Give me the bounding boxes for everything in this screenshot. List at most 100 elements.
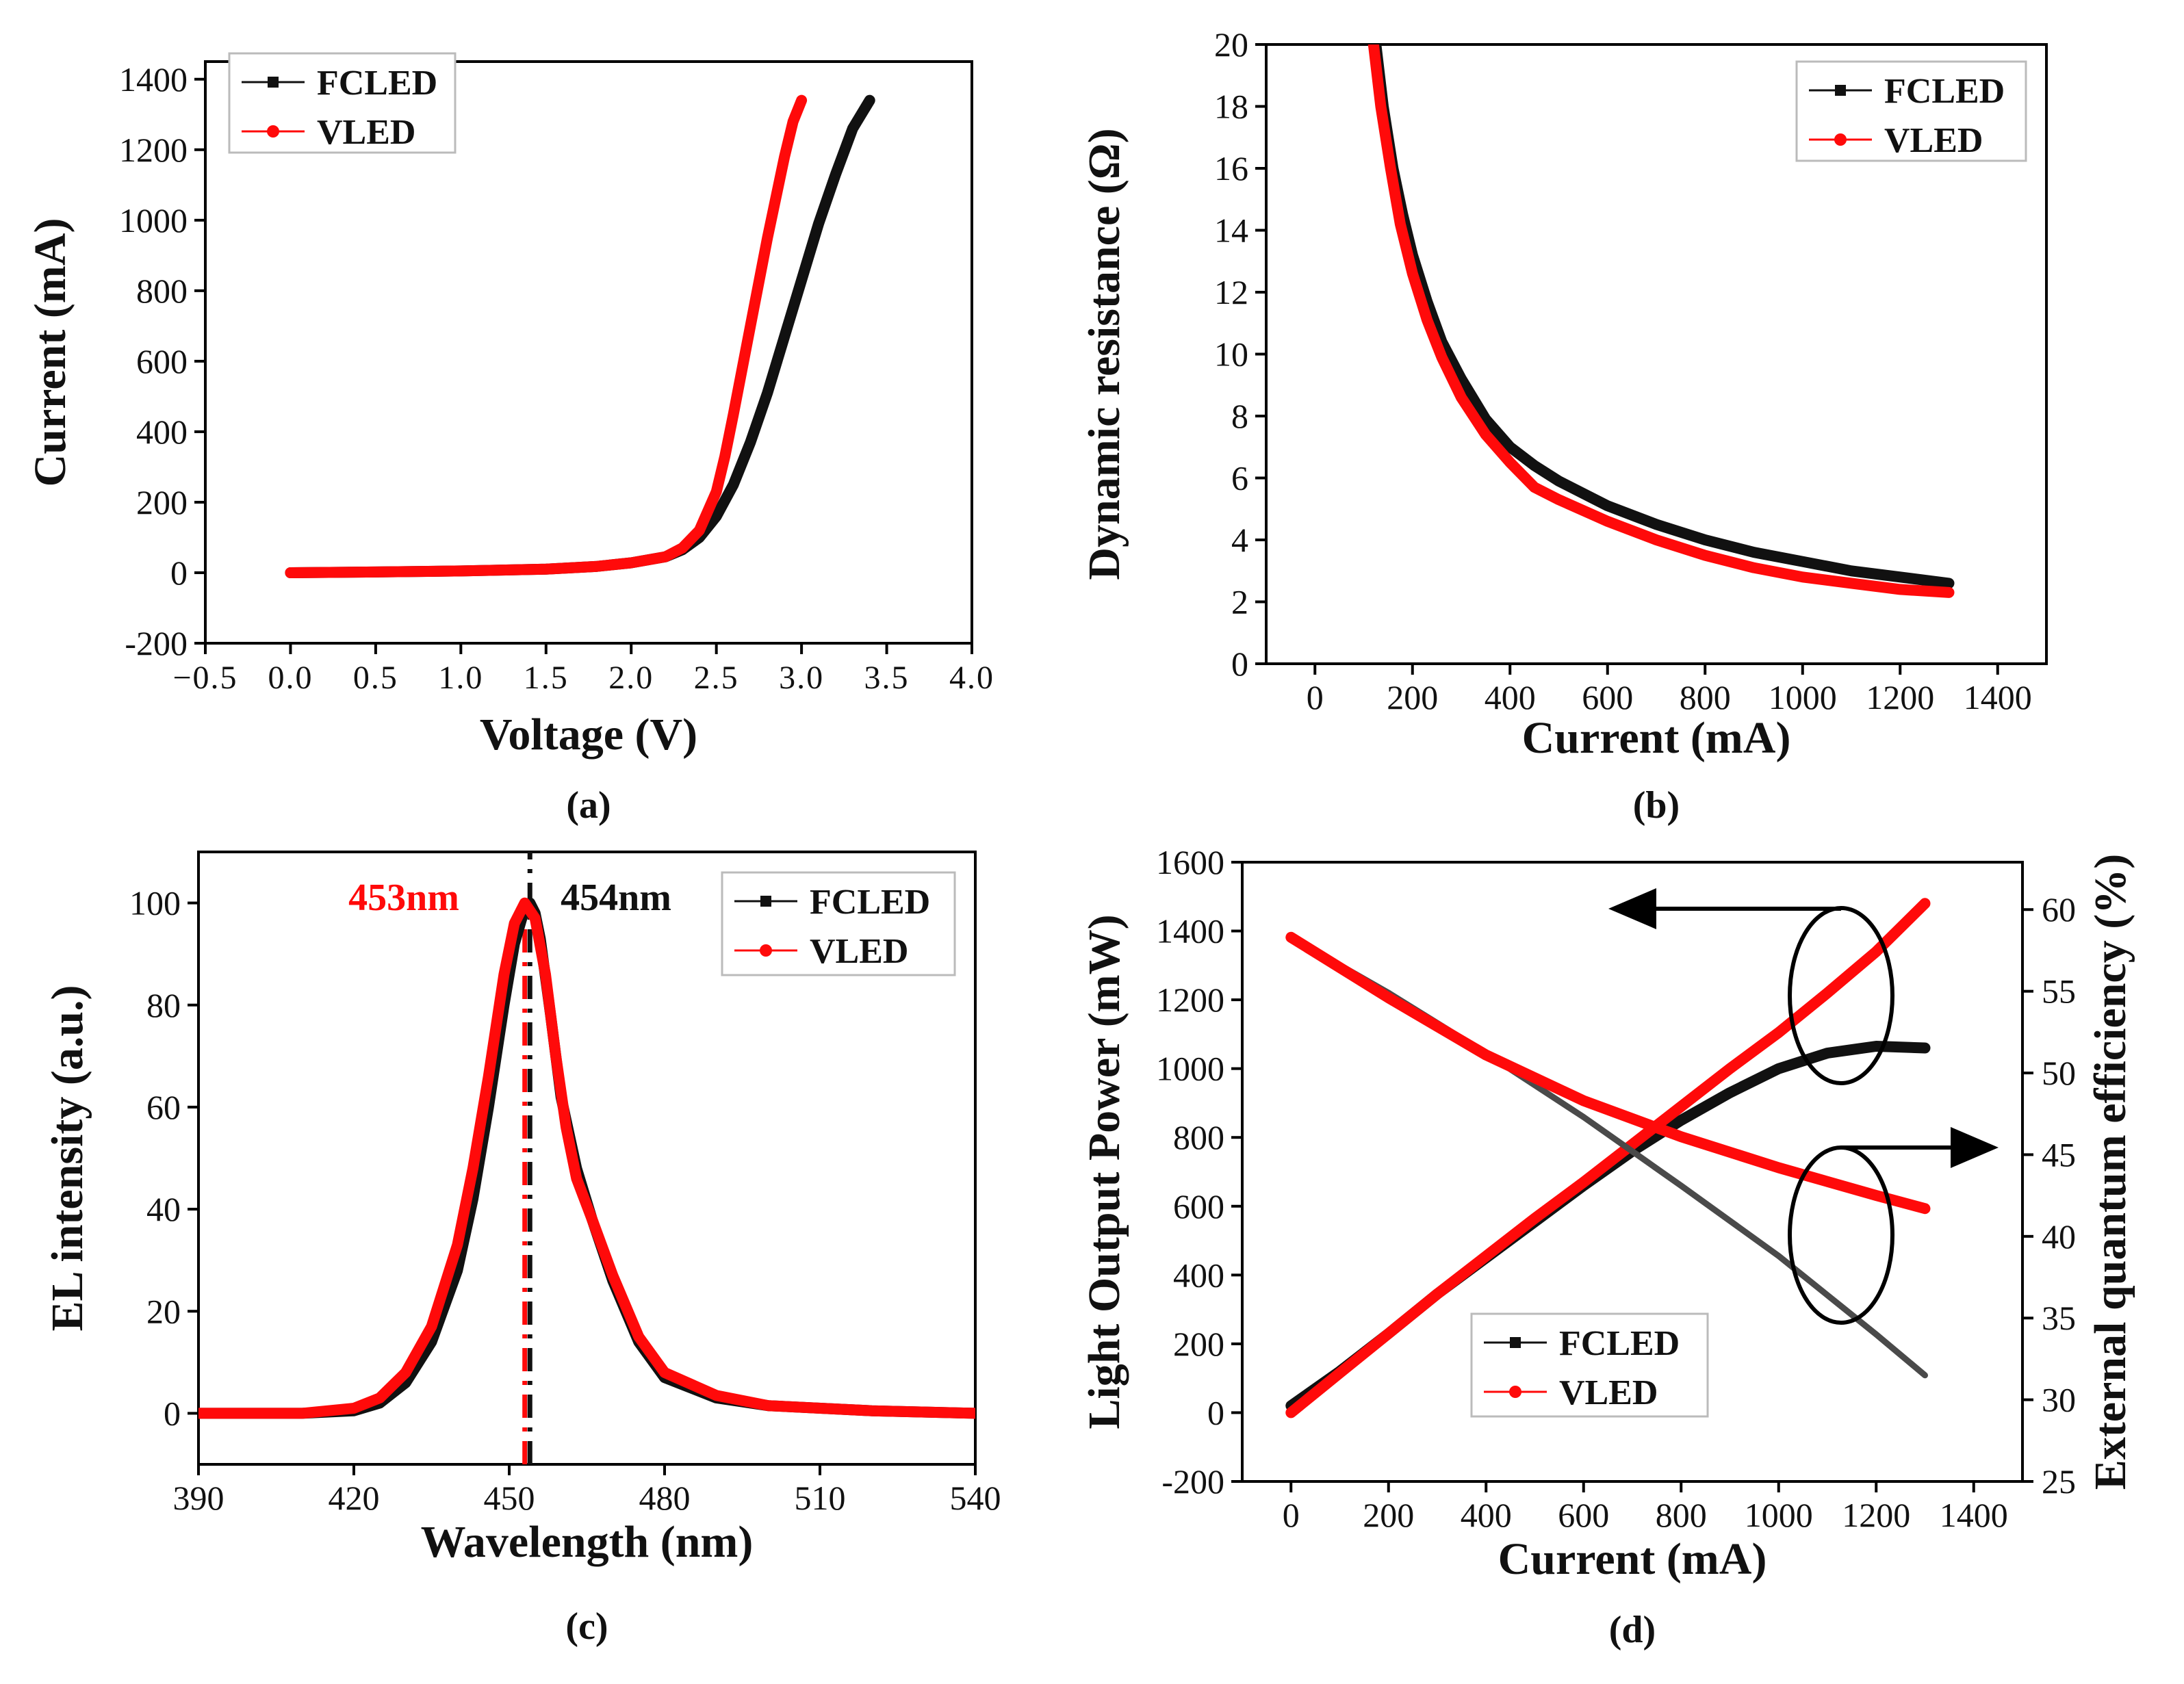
legend-label-vled: VLED: [810, 932, 908, 971]
x-tick-label: 510: [795, 1479, 846, 1517]
y-tick-label: 4: [1231, 521, 1248, 559]
x-axis-label: Wavelength (nm): [421, 1517, 754, 1567]
y-axis-label: EL intensity (a.u.): [42, 985, 92, 1331]
x-tick-label: 1000: [1769, 678, 1837, 716]
y-tick-label: 40: [146, 1190, 181, 1228]
plot-frame: [1241, 861, 2024, 1483]
arrow-right-head: [1951, 1127, 1999, 1168]
legend-label-fcled: FCLED: [810, 883, 930, 922]
legend-marker-vled: [1509, 1386, 1521, 1398]
y-axis-label: Current (mA): [25, 218, 75, 487]
y-right-tick-label: 55: [2042, 972, 2076, 1011]
x-tick-label: 390: [173, 1479, 224, 1517]
y-tick-label: 80: [146, 986, 181, 1024]
x-tick-label: −0.5: [172, 660, 237, 696]
y-right-tick-label: 25: [2042, 1462, 2076, 1501]
legend-label-fcled: FCLED: [1559, 1324, 1680, 1363]
legend-marker-fcled: [760, 896, 771, 907]
y-tick-label: 10: [1214, 335, 1248, 374]
y-tick-label: 1600: [1156, 843, 1224, 881]
y-tick-label: 1400: [119, 60, 188, 99]
series-vled-line: [198, 897, 975, 1419]
y-tick-label: 1000: [1156, 1050, 1224, 1088]
y-tick-label: 100: [129, 884, 181, 922]
legend-marker-fcled: [1510, 1337, 1521, 1348]
x-tick-label: 800: [1680, 678, 1731, 716]
y-right-tick-label: 35: [2042, 1299, 2076, 1337]
x-tick-label: 1200: [1842, 1496, 1910, 1534]
x-tick-label: 3.5: [864, 660, 910, 696]
y-right-tick-label: 45: [2042, 1135, 2076, 1174]
legend-label-vled: VLED: [1559, 1373, 1658, 1412]
y-tick-label: 200: [136, 483, 188, 521]
legend-box: [1795, 60, 2027, 162]
panel-2: 0 200 400 600 800 1000 1200 1400 0 2 4 6 8 10 12 14 16 18…: [1079, 25, 2048, 827]
y-right-tick-label: 50: [2042, 1054, 2076, 1092]
panel-1: −0.5 0.0 0.5 1.0 1.5 2.0 2.5 3.0 3.5 4.0 -200 0 200 4…: [25, 52, 993, 827]
y-tick-label: 600: [1173, 1187, 1224, 1226]
legend: FCLED VLED: [721, 871, 956, 976]
legend-marker-fcled: [1835, 85, 1846, 96]
y-tick-label: 0: [1207, 1393, 1224, 1432]
y-right-tick-label: 30: [2042, 1381, 2076, 1419]
panel-label: (d): [1609, 1609, 1656, 1651]
y-right-tick-label: 60: [2042, 890, 2076, 929]
y-tick-label: 20: [146, 1292, 181, 1330]
y-tick-label: 800: [1173, 1118, 1224, 1156]
x-tick-label: 200: [1363, 1496, 1414, 1534]
plot-area: [1367, 44, 1955, 598]
legend: FCLED VLED: [1795, 60, 2027, 162]
x-tick-label: 1400: [1964, 678, 2032, 716]
plot-frame: [204, 60, 973, 645]
peak-annotation-fcled: 454nm: [561, 877, 671, 919]
x-tick-label: 400: [1461, 1496, 1512, 1534]
legend-label-fcled: FCLED: [1884, 72, 2005, 111]
y-tick-label: 18: [1214, 88, 1248, 126]
y-tick-label: 60: [146, 1088, 181, 1126]
legend: FCLED VLED: [228, 52, 457, 154]
plot-area: [285, 94, 875, 578]
x-tick-label: 0.5: [353, 660, 398, 696]
y-tick-label: -200: [125, 624, 188, 662]
series-fcled-line: [198, 897, 975, 1419]
y-tick-label: 1200: [119, 131, 188, 169]
legend-marker-vled: [267, 125, 279, 138]
plot-area: [1285, 898, 1931, 1419]
y-tick-label: 0: [170, 554, 188, 592]
y-tick-label: 400: [136, 413, 188, 451]
legend-box: [721, 871, 956, 976]
x-axis-label: Voltage (V): [480, 710, 697, 760]
y-tick-label: 400: [1173, 1256, 1224, 1294]
y-right-tick-label: 40: [2042, 1217, 2076, 1256]
legend-label-vled: VLED: [1884, 121, 1983, 160]
legend: FCLED VLED: [1470, 1312, 1709, 1418]
y-tick-label: 800: [136, 272, 188, 310]
plot-area: [198, 852, 975, 1464]
y-axis-label: Dynamic resistance (Ω): [1079, 128, 1129, 580]
y-tick-label: 16: [1214, 149, 1248, 187]
x-tick-label: 2.5: [694, 660, 739, 696]
series-vled-left-line: [1285, 898, 1931, 1419]
x-tick-label: 1.5: [524, 660, 569, 696]
series-vled-right-line: [1285, 931, 1931, 1215]
x-tick-label: 480: [639, 1479, 691, 1517]
y-tick-label: 2: [1231, 583, 1248, 621]
y-tick-label: 600: [136, 342, 188, 380]
x-axis-label: Current (mA): [1522, 713, 1791, 763]
group-ellipse-eqe: [1788, 1145, 1894, 1325]
x-tick-label: 800: [1656, 1496, 1707, 1534]
y-tick-label: 6: [1231, 459, 1248, 497]
legend-label-vled: VLED: [317, 113, 415, 152]
series-fcled-right-line: [1287, 934, 1928, 1379]
panel-4: 0 200 400 600 800 1000 1200 1400 -200 0 200 400 600 8…: [1079, 843, 2135, 1651]
series-vled-line: [1367, 44, 1955, 598]
panel-label: (a): [566, 784, 611, 827]
peak-annotation-vled: 453nm: [348, 877, 459, 919]
x-tick-label: 3.0: [779, 660, 824, 696]
series-vled-line: [285, 94, 808, 578]
y-tick-label: 0: [1231, 645, 1248, 683]
x-tick-label: 1200: [1866, 678, 1934, 716]
x-tick-label: 1.0: [438, 660, 483, 696]
x-tick-label: 2.0: [608, 660, 654, 696]
